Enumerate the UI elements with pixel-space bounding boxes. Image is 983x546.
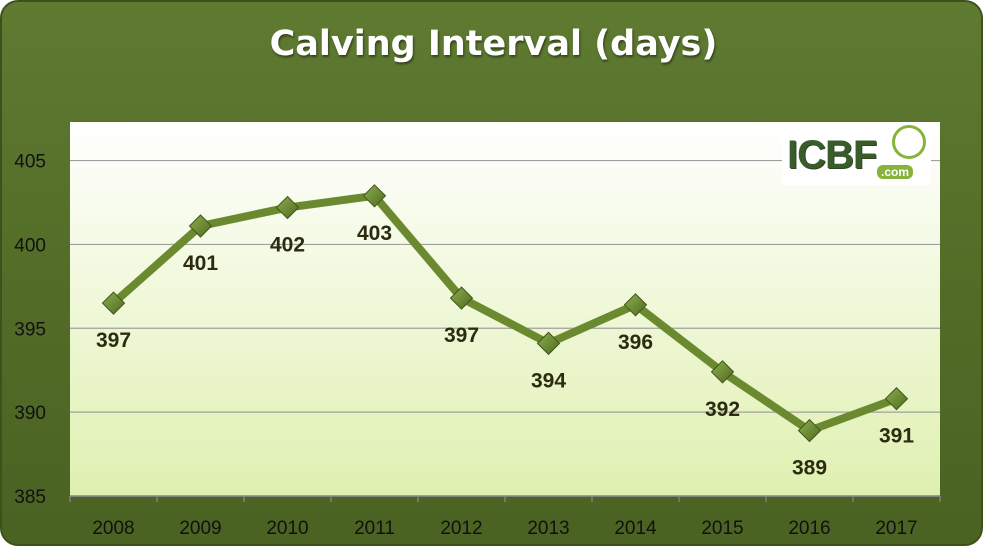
x-tick-label: 2009	[179, 518, 221, 539]
y-tick-label: 385	[14, 487, 46, 508]
logo-sub: .com	[877, 165, 914, 179]
data-point-marker	[449, 286, 474, 310]
data-point-marker	[275, 195, 300, 220]
data-label: 397	[444, 324, 479, 347]
logo-text: ICBF	[787, 133, 877, 177]
series-line	[109, 191, 901, 435]
data-point-marker	[797, 418, 822, 443]
y-tick-label: 400	[14, 235, 46, 256]
y-tick-label: 405	[14, 152, 46, 173]
data-point-marker	[884, 387, 909, 411]
data-label: 396	[618, 331, 653, 354]
data-label: 402	[270, 234, 305, 257]
data-point-marker	[536, 331, 561, 356]
data-point-marker	[623, 293, 648, 317]
x-tick-label: 2016	[788, 518, 830, 539]
data-point-marker	[710, 360, 735, 384]
x-tick-label: 2015	[701, 518, 743, 539]
data-point-marker	[362, 184, 387, 208]
data-label: 392	[705, 398, 740, 421]
icbf-logo: ICBF .com	[782, 123, 931, 185]
x-tick-label: 2010	[266, 518, 308, 539]
chart-title: Calving Interval (days)	[269, 24, 718, 64]
x-tick-label: 2013	[527, 518, 569, 539]
x-tick-label: 2008	[92, 518, 134, 539]
x-tick-label: 2011	[354, 518, 395, 539]
data-label: 401	[183, 252, 218, 275]
data-point-marker	[101, 291, 126, 315]
data-label: 394	[531, 369, 566, 392]
y-tick-label: 390	[14, 403, 46, 424]
data-label: 397	[96, 329, 131, 352]
logo-emblem-icon	[892, 125, 926, 159]
data-label: 403	[357, 222, 392, 245]
x-tick-label: 2014	[614, 518, 657, 539]
x-tick-label: 2017	[875, 518, 917, 539]
x-tick-label: 2012	[440, 518, 482, 539]
y-tick-label: 395	[14, 319, 46, 340]
data-label: 391	[879, 425, 914, 448]
data-label: 389	[792, 457, 827, 480]
data-point-marker	[188, 214, 213, 238]
